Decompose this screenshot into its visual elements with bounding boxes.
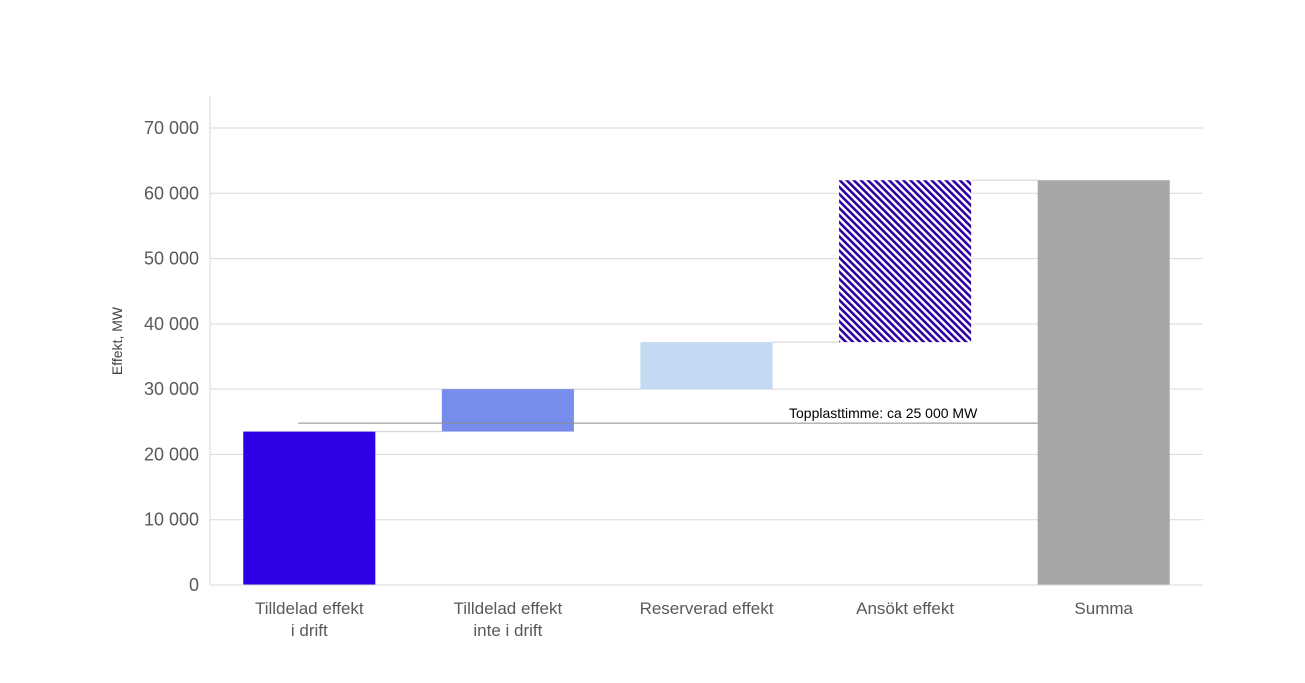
y-tick-label: 70 000: [144, 118, 199, 138]
y-tick-label: 10 000: [144, 510, 199, 530]
bar: [1037, 180, 1170, 585]
x-category-label: Ansökt effekt: [856, 599, 954, 618]
bars: [243, 180, 1170, 585]
y-tick-label: 30 000: [144, 379, 199, 399]
y-tick-label: 60 000: [144, 183, 199, 203]
reference-line-group: Topplasttimme: ca 25 000 MW: [298, 405, 1038, 424]
x-category-label: Tilldelad effekt: [454, 599, 563, 618]
x-category-label: inte i drift: [473, 621, 542, 640]
axes: [209, 96, 1203, 586]
y-tick-label: 40 000: [144, 314, 199, 334]
connector-lines: [375, 179, 1038, 433]
y-tick-label: 20 000: [144, 444, 199, 464]
x-category-label: Reserverad effekt: [640, 599, 774, 618]
bar: [640, 342, 773, 390]
bar: [441, 389, 574, 432]
y-axis-label: Effekt, MW: [109, 306, 125, 375]
x-category-label: Tilldelad effekt: [255, 599, 364, 618]
y-tick-labels: 0 10 000 20 000 30 000 40 000 50 000 60 000 70 …: [144, 118, 199, 595]
x-category-label: i drift: [291, 621, 328, 640]
y-tick-label: 0: [189, 575, 199, 595]
reference-line-label: Topplasttimme: ca 25 000 MW: [789, 405, 978, 421]
y-tick-label: 50 000: [144, 249, 199, 269]
x-category-labels: Tilldelad effekt i drift Tilldelad effekt i…: [255, 599, 1134, 640]
x-category-label: Summa: [1074, 599, 1133, 618]
bar: [243, 431, 376, 585]
bar: [839, 180, 972, 343]
